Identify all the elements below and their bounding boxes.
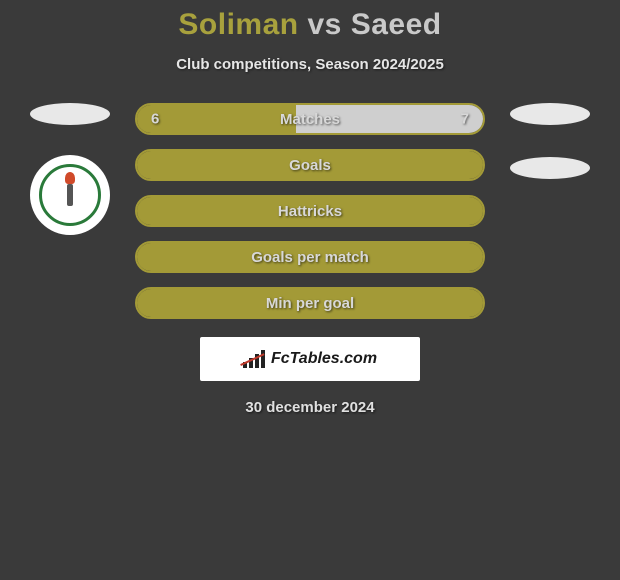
stat-bar: 6 7 Matches [135, 103, 485, 135]
subtitle: Club competitions, Season 2024/2025 [0, 56, 620, 73]
brand-chart-icon [243, 350, 265, 368]
bar-label: Min per goal [266, 295, 354, 312]
club-badge-wrap [20, 155, 120, 235]
bar-label: Goals [289, 157, 331, 174]
club-badge-icon [30, 155, 110, 235]
comparison-card: Soliman vs Saeed Club competitions, Seas… [0, 0, 620, 416]
stat-bars: 6 7 Matches Goals Hattricks Goals per match Mi… [135, 103, 485, 319]
bar-value-left: 6 [151, 111, 159, 128]
brand-footer: FcTables.com [200, 337, 420, 381]
player2-oval2-icon [510, 157, 590, 179]
vs-label: vs [307, 8, 341, 41]
bar-label: Goals per match [251, 249, 369, 266]
player2-oval-icon [510, 103, 590, 125]
date-label: 30 december 2024 [0, 399, 620, 416]
stat-bar: Goals per match [135, 241, 485, 273]
page-title: Soliman vs Saeed [0, 0, 620, 42]
content-area: 6 7 Matches Goals Hattricks Goals per match Mi… [0, 103, 620, 416]
torch-icon [63, 180, 77, 210]
player1-name: Soliman [178, 8, 298, 41]
stat-bar: Hattricks [135, 195, 485, 227]
stat-bar: Goals [135, 149, 485, 181]
bar-value-right: 7 [461, 111, 469, 128]
player2-name: Saeed [351, 8, 442, 41]
left-column [20, 103, 120, 235]
right-column [500, 103, 600, 179]
player1-oval-icon [30, 103, 110, 125]
club-badge-inner [39, 164, 101, 226]
stat-bar: Min per goal [135, 287, 485, 319]
bar-label: Matches [280, 111, 340, 128]
brand-text: FcTables.com [271, 350, 377, 368]
bar-fill-left [137, 105, 296, 133]
bar-label: Hattricks [278, 203, 342, 220]
